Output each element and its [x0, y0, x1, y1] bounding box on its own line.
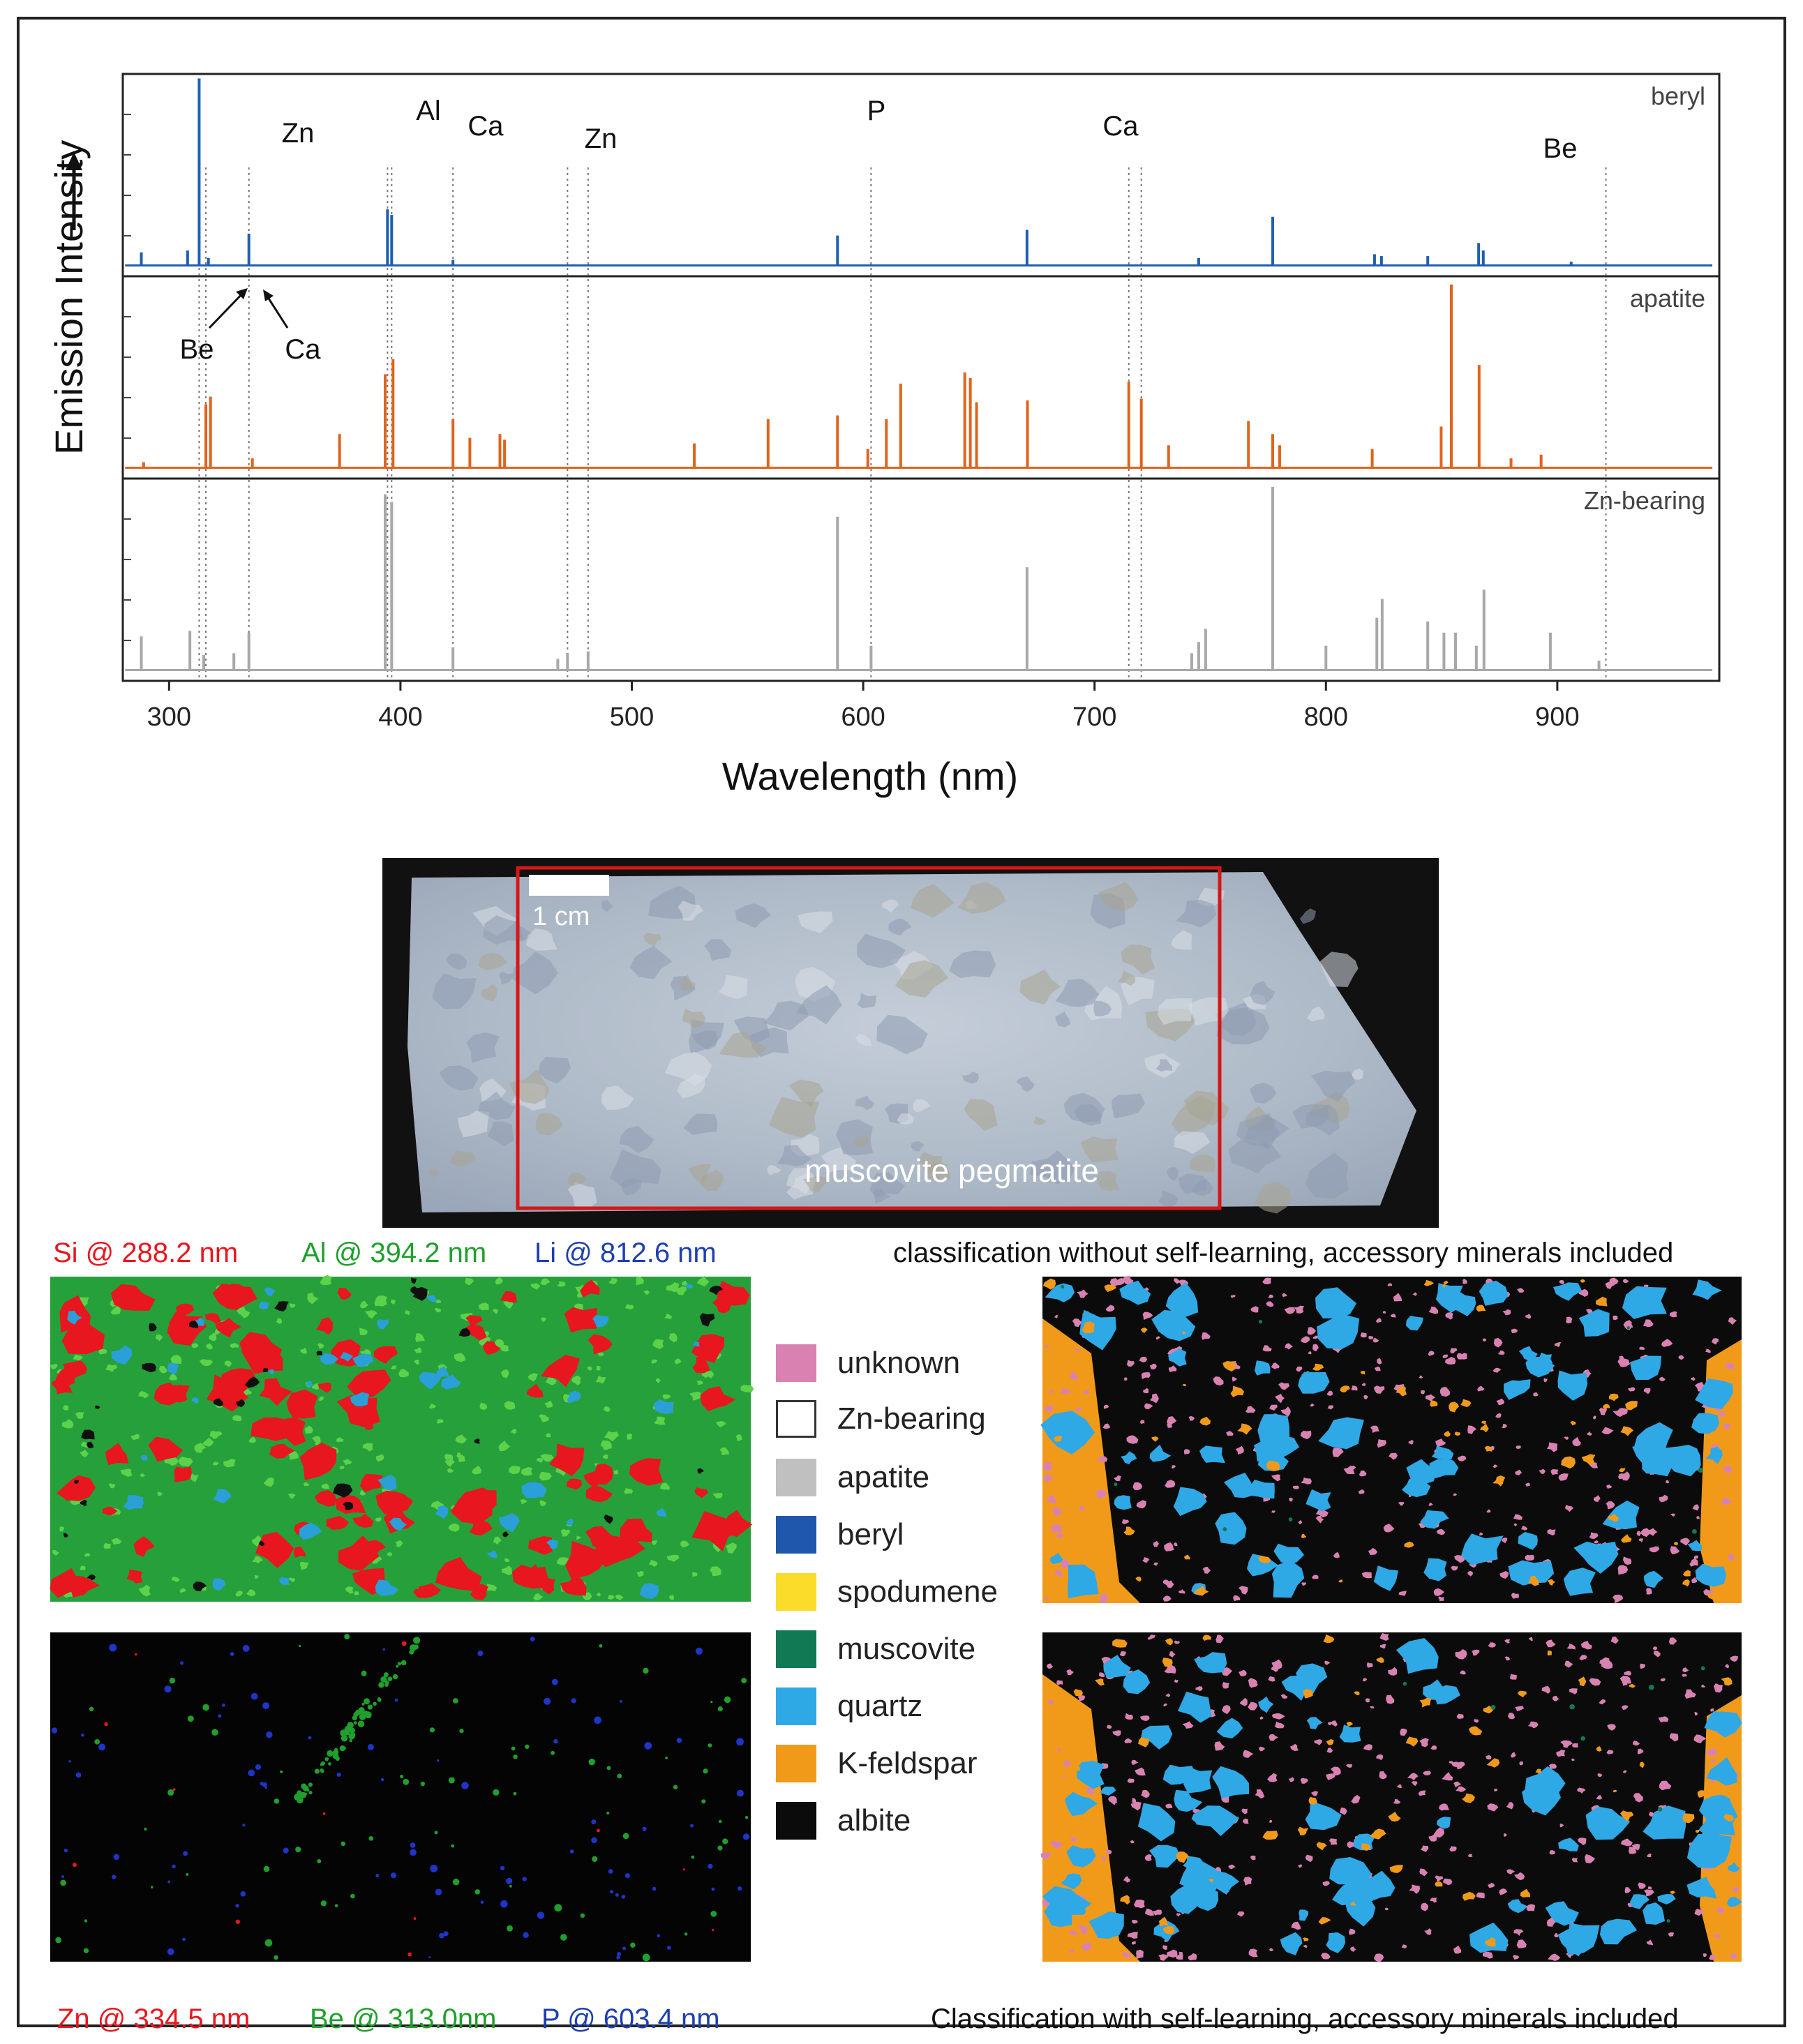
- y-tick-marks: [123, 114, 131, 641]
- legend-swatch: [776, 1459, 816, 1496]
- legend-item-zn-bearing: Zn-bearing: [776, 1398, 986, 1440]
- legend-swatch: [776, 1688, 816, 1725]
- legend-label: K-feldspar: [837, 1746, 978, 1780]
- series-zn-bearing: [125, 486, 1713, 671]
- legend-swatch: [776, 1400, 816, 1438]
- series-label-beryl: beryl: [1651, 82, 1705, 110]
- x-tick-label: 900: [1535, 702, 1579, 732]
- legend-swatch: [776, 1630, 816, 1668]
- element-label-be: Be: [1543, 133, 1578, 164]
- chart-plot-area: [121, 73, 1721, 682]
- arrow-ca-head: [263, 290, 274, 301]
- legend-item-quartz: quartz: [776, 1685, 922, 1727]
- element-label-al: Al: [416, 96, 441, 126]
- legend-label: Zn-bearing: [837, 1402, 986, 1436]
- x-tick-label: 800: [1304, 702, 1348, 732]
- element-label-ca: Ca: [467, 111, 504, 142]
- legend-label: spodumene: [837, 1575, 998, 1609]
- map2-red-label: Zn @ 334.5 nm: [57, 2004, 250, 2034]
- x-tick-label: 400: [378, 702, 422, 732]
- map1-blue-label: Li @ 812.6 nm: [534, 1238, 717, 1268]
- arrow-be-head: [236, 288, 248, 299]
- legend-label: albite: [837, 1803, 911, 1838]
- legend-item-muscovite: muscovite: [776, 1628, 975, 1670]
- map2-green-label: Be @ 313.0nm: [310, 2004, 497, 2034]
- spectra-chart: 300 400 500 600 700 800 900 beryl apatite Zn-b…: [47, 73, 1721, 798]
- y-axis-label: Emission Intensity: [47, 140, 91, 455]
- legend-swatch: [776, 1802, 816, 1840]
- legend-label: unknown: [837, 1346, 961, 1380]
- map2-blue-label: P @ 603.4 nm: [541, 2004, 720, 2034]
- legend-item-unknown: unknown: [776, 1342, 960, 1384]
- classification-title-1: classification without self-learning, ac…: [893, 1238, 1674, 1268]
- element-label-p: P: [867, 96, 886, 126]
- legend-item-spodumene: spodumene: [776, 1571, 998, 1613]
- series-apatite: [125, 284, 1713, 469]
- legend-label: quartz: [837, 1689, 923, 1723]
- legend-swatch: [776, 1745, 816, 1782]
- x-axis-label: Wavelength (nm): [722, 754, 1018, 798]
- figure-frame: [17, 17, 1786, 2027]
- legend-label: apatite: [837, 1460, 930, 1494]
- element-label-be-apatite: Be: [180, 334, 214, 365]
- y-axis-arrow-head: [66, 152, 82, 170]
- legend-item-albite: albite: [776, 1800, 911, 1842]
- classification-title-2: Classification with self-learning, acces…: [931, 2004, 1679, 2034]
- legend-swatch: [776, 1573, 816, 1611]
- legend-swatch: [776, 1344, 816, 1382]
- element-label-ca-apatite: Ca: [285, 334, 321, 365]
- legend-item-apatite: apatite: [776, 1457, 929, 1498]
- element-label-zn: Zn: [585, 123, 618, 154]
- legend-item-k-feldspar: K-feldspar: [776, 1743, 978, 1784]
- x-tick-label: 500: [610, 702, 654, 732]
- series-beryl: [125, 78, 1713, 266]
- x-tick-label: 700: [1072, 702, 1116, 732]
- map1-red-label: Si @ 288.2 nm: [53, 1238, 239, 1268]
- spectra-series: [125, 78, 1713, 671]
- map1-green-label: Al @ 394.2 nm: [301, 1238, 487, 1268]
- x-axis: 300 400 500 600 700 800 900: [147, 681, 1580, 732]
- legend-item-beryl: beryl: [776, 1514, 904, 1556]
- series-label-zn-bearing: Zn-bearing: [1584, 486, 1705, 515]
- series-label-apatite: apatite: [1630, 284, 1705, 313]
- arrow-be: [208, 289, 247, 329]
- element-label-ca: Ca: [1102, 111, 1139, 142]
- legend-label: muscovite: [837, 1632, 976, 1666]
- x-tick-label: 300: [147, 702, 191, 732]
- legend-swatch: [776, 1516, 816, 1554]
- element-label-zn: Zn: [282, 118, 315, 149]
- legend-label: beryl: [837, 1517, 904, 1551]
- x-tick-label: 600: [841, 702, 885, 732]
